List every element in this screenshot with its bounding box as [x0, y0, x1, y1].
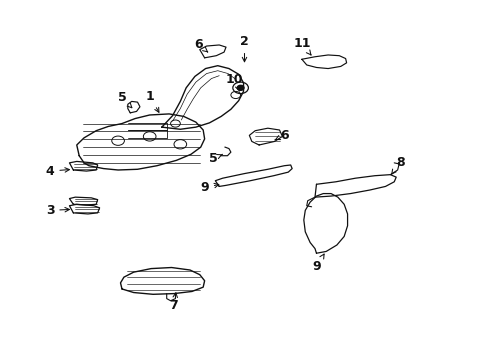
Text: 10: 10 [225, 73, 243, 91]
Text: 1: 1 [145, 90, 159, 112]
Circle shape [237, 85, 244, 90]
Text: 4: 4 [45, 165, 69, 177]
Text: 6: 6 [274, 129, 288, 142]
Text: 3: 3 [45, 204, 69, 217]
Text: 8: 8 [390, 156, 404, 175]
Text: 9: 9 [200, 181, 218, 194]
Text: 6: 6 [194, 38, 207, 52]
Text: 7: 7 [169, 293, 178, 312]
Text: 5: 5 [117, 91, 132, 108]
Text: 9: 9 [311, 254, 324, 273]
Text: 2: 2 [240, 35, 248, 62]
Text: 5: 5 [208, 152, 222, 165]
Text: 11: 11 [292, 37, 310, 55]
